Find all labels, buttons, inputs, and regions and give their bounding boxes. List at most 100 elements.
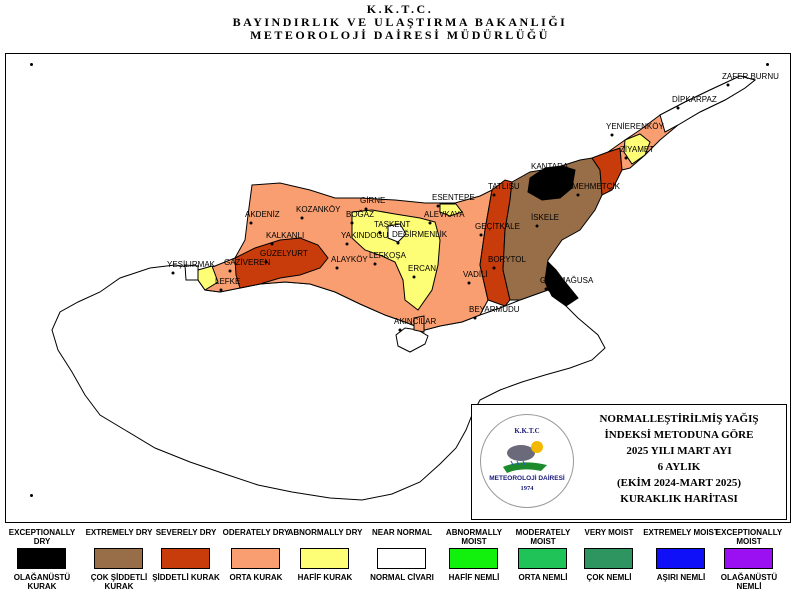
legend-swatch <box>17 548 66 569</box>
station-marker <box>624 156 628 160</box>
header-line-3: METEOROLOJİ DAİRESİ MÜDÜRLÜĞÜ <box>250 28 550 42</box>
logo-bottom-text: METEOROLOJİ DAİRESİ <box>489 475 565 482</box>
legend-tr-label: OLAĞANÜSTÜ KURAK <box>13 573 71 591</box>
place-label: LEFKE <box>215 277 240 286</box>
legend-tr-label: ŞİDDETLİ KURAK <box>152 573 220 582</box>
legend-en-label: SEVERELY DRY <box>155 528 217 537</box>
station-marker <box>345 242 349 246</box>
title-line-4: 6 AYLIK <box>657 461 701 473</box>
legend-en-label: EXCEPTIONALLY DRY <box>8 528 76 546</box>
place-label: YENİERENKÖY <box>606 122 664 131</box>
station-marker <box>364 207 368 211</box>
legend-tr-label: ORTA NEMLİ <box>518 573 568 582</box>
station-marker <box>535 224 539 228</box>
place-label: MEHMETÇİK <box>572 182 621 191</box>
title-line-3: 2025 YILI MART AYI <box>626 445 732 457</box>
legend-en-label: ODERATELY DRY <box>222 528 290 537</box>
place-label: DİPKARPAZ <box>672 95 717 104</box>
region-moderately-dry-akincilar <box>413 315 425 333</box>
station-marker <box>171 271 175 275</box>
place-label: BOĞAZ <box>346 210 374 219</box>
legend-swatch <box>518 548 567 569</box>
place-label: ZİYAMET <box>620 145 654 154</box>
place-label: GİRNE <box>360 196 385 205</box>
legend-tr-label: AŞIRI NEMLİ <box>656 573 706 582</box>
station-marker <box>576 193 580 197</box>
station-marker <box>544 287 548 291</box>
place-label: GÜZELYURT <box>260 249 308 258</box>
place-label: İSKELE <box>531 213 559 222</box>
place-label: ALEVKAYA <box>424 210 465 219</box>
legend-en-label: NEAR NORMAL <box>372 528 432 537</box>
station-marker <box>428 221 432 225</box>
corner-mark <box>30 494 33 497</box>
station-marker <box>436 204 440 208</box>
place-label: GEÇİTKALE <box>475 222 520 231</box>
place-label: KALKANLI <box>266 231 304 240</box>
place-label: KANTARA <box>531 162 569 171</box>
region-exceptionally-dry-kantara <box>527 165 576 201</box>
station-marker <box>373 262 377 266</box>
station-marker <box>492 266 496 270</box>
place-label: GAZİMAĞUSA <box>540 276 594 285</box>
station-marker <box>473 316 477 320</box>
place-label: BORYTOL <box>488 255 526 264</box>
legend-en-label: EXTREMELY DRY <box>85 528 153 537</box>
legend-swatch <box>724 548 773 569</box>
region-near-normal-karpaz <box>659 75 757 133</box>
legend-swatch <box>656 548 705 569</box>
legend-swatch <box>94 548 143 569</box>
place-label: VADİLİ <box>463 270 488 279</box>
title-line-2: İNDEKSİ METODUNA GÖRE <box>604 429 754 441</box>
legend-swatch <box>161 548 210 569</box>
place-label: ERCAN <box>408 264 436 273</box>
title-line-6: KURAKLIK HARİTASI <box>620 493 738 505</box>
map-frame <box>5 53 791 523</box>
corner-mark <box>766 63 769 66</box>
legend-en-label: EXTREMELY MOIST <box>643 528 719 537</box>
corner-mark <box>30 63 33 66</box>
place-label: ESENTEPE <box>432 193 475 202</box>
station-marker <box>535 173 539 177</box>
region-exceptionally-dry-gazimagusa <box>544 260 579 307</box>
region-severely-dry-west <box>234 237 329 289</box>
place-label: YEŞİLIRMAK <box>167 260 216 269</box>
logo-cloud-icon <box>503 441 547 473</box>
station-marker <box>378 231 382 235</box>
place-label: LEFKOŞA <box>369 251 407 260</box>
legend-en-label: ABNORMALLY MOIST <box>445 528 503 546</box>
station-marker <box>300 216 304 220</box>
legend-en-label: MODERATELY MOIST <box>515 528 571 546</box>
place-label: DEĞİRMENLİK <box>392 230 448 239</box>
region-extremely-dry-east <box>502 157 603 301</box>
legend-tr-label: ÇOK ŞİDDETLİ KURAK <box>90 573 148 591</box>
region-abnormally-dry-ziyamet <box>623 133 651 165</box>
place-label: AKINCILAR <box>394 317 436 326</box>
station-marker <box>219 288 223 292</box>
legend-tr-label: ORTA KURAK <box>229 573 283 582</box>
place-label: KOZANKÖY <box>296 205 341 214</box>
station-marker <box>350 221 354 225</box>
region-abnormally-dry-center <box>351 209 441 311</box>
legend-en-label: VERY MOIST <box>584 528 634 537</box>
station-marker <box>264 260 268 264</box>
legend-swatch <box>300 548 349 569</box>
station-marker <box>335 266 339 270</box>
logo-top-text: K.K.T.C <box>514 427 540 435</box>
place-label: TATLISU <box>488 182 520 191</box>
legend-tr-label: NORMAL CİVARI <box>370 573 434 582</box>
legend-en-label: EXCEPTIONALLY MOIST <box>715 528 783 546</box>
legend-tr-label: ÇOK NEMLİ <box>586 573 632 582</box>
station-marker <box>467 281 471 285</box>
legend-swatch <box>231 548 280 569</box>
map-title-block: NORMALLEŞTİRİLMİŞ YAĞIŞ İNDEKSİ METODUNA… <box>574 411 784 507</box>
legend-swatch <box>584 548 633 569</box>
station-marker <box>396 241 400 245</box>
legend-tr-label: OLAĞANÜSTÜ NEMLİ <box>720 573 778 591</box>
logo-year: 1974 <box>520 485 534 492</box>
legend-en-label: ABNORMALLY DRY <box>287 528 363 537</box>
place-label: TAŞKENT <box>374 220 410 229</box>
place-label: AKDENİZ <box>245 210 280 219</box>
title-line-1: NORMALLEŞTİRİLMİŞ YAĞIŞ <box>599 413 759 425</box>
